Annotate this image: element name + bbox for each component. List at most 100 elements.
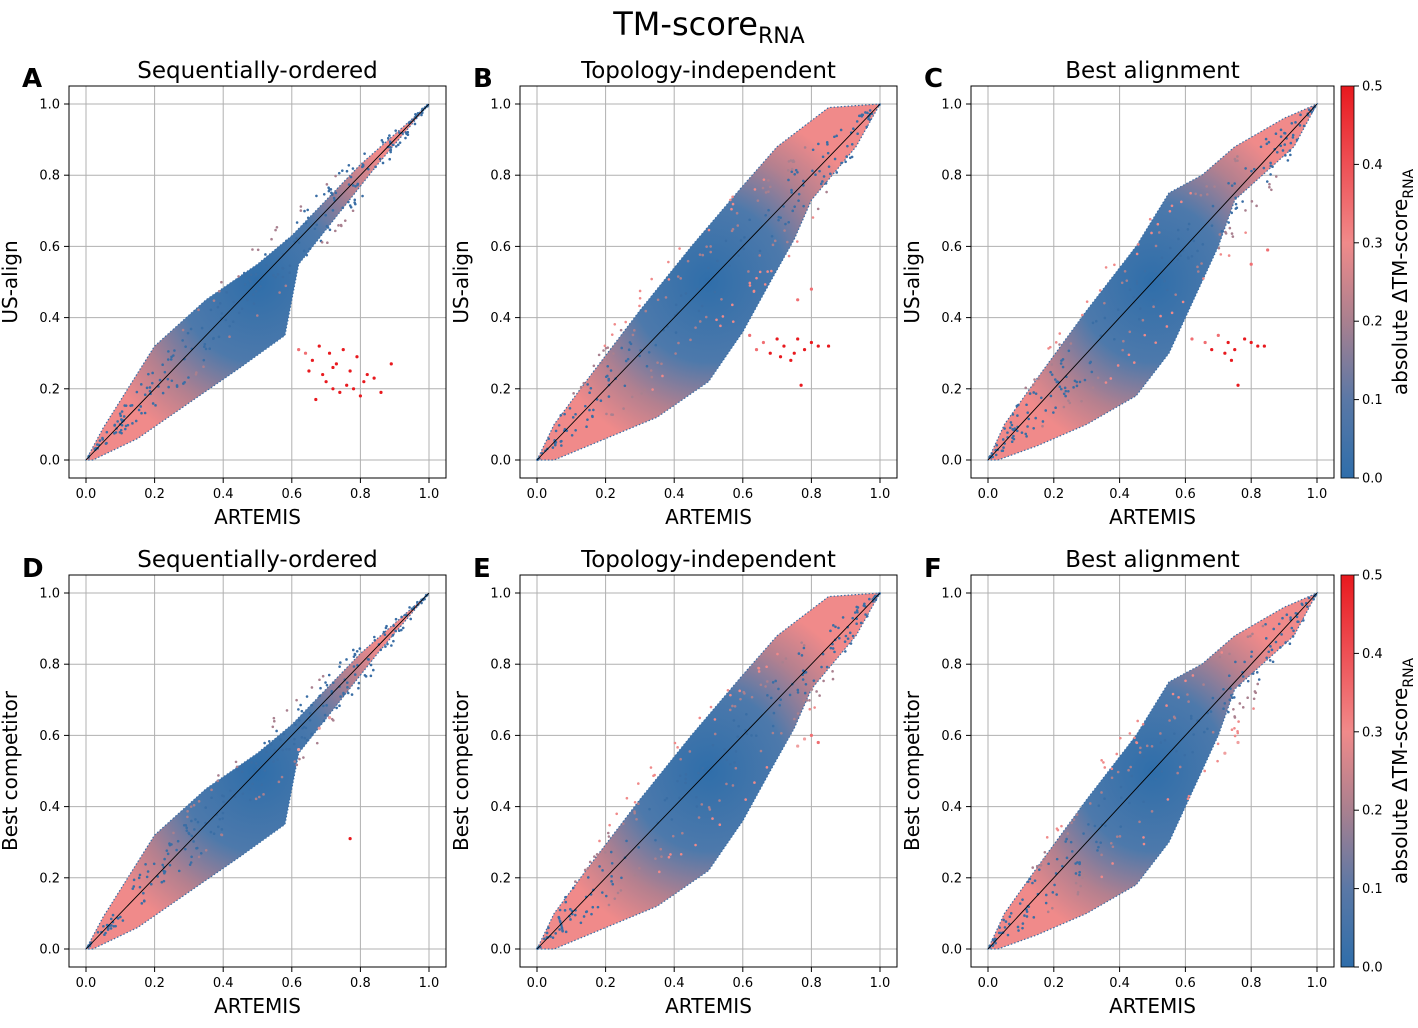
x-tick-label: 0.6 [1175, 487, 1196, 502]
scatter-point [803, 691, 807, 695]
scatter-point [1081, 876, 1084, 880]
scatter-point [794, 168, 798, 172]
outlier-point [338, 390, 342, 394]
scatter-point [607, 835, 611, 838]
scatter-point [1168, 246, 1172, 250]
scatter-point [759, 749, 763, 753]
scatter-point [357, 686, 360, 690]
scatter-point [1033, 879, 1037, 882]
scatter-point [767, 208, 770, 212]
scatter-point [275, 729, 278, 733]
scatter-point [659, 847, 663, 851]
scatter-point [299, 209, 303, 212]
scatter-point [558, 908, 562, 912]
scatter-point [1230, 211, 1233, 215]
scatter-point [754, 734, 758, 737]
y-tick-label: 1.0 [941, 587, 962, 602]
scatter-point [698, 716, 702, 720]
scatter-point [373, 635, 376, 639]
scatter-point [1194, 192, 1198, 196]
scatter-point [1064, 394, 1067, 398]
scatter-point [679, 852, 683, 856]
scatter-point [338, 665, 341, 668]
scatter-point [671, 834, 675, 838]
scatter-point [279, 738, 282, 741]
scatter-point [793, 205, 796, 208]
scatter-point [1135, 279, 1139, 283]
scatter-point [251, 293, 255, 296]
scatter-point [168, 863, 172, 867]
scatter-point [149, 882, 153, 886]
scatter-point [302, 249, 306, 253]
scatter-point [1183, 753, 1187, 757]
scatter-point [753, 781, 756, 784]
scatter-point [172, 354, 175, 357]
scatter-point [162, 869, 165, 873]
scatter-point [1138, 820, 1141, 824]
scatter-point [569, 918, 572, 921]
scatter-point [1259, 145, 1263, 149]
scatter-point [249, 273, 253, 277]
scatter-point [624, 320, 627, 324]
scatter-point [263, 741, 266, 745]
scatter-point [1111, 862, 1114, 865]
panel-letter: F [924, 554, 942, 584]
scatter-point [297, 719, 301, 722]
colorbar: 0.0 0.1 0.2 0.3 0.4 0.5 absolute ΔTM-scoreRNA [1340, 80, 1417, 487]
outlier-point [782, 344, 786, 348]
scatter-point [819, 182, 823, 186]
scatter-point [187, 376, 190, 379]
scatter-point [1288, 642, 1292, 646]
scatter-point [802, 179, 805, 183]
scatter-point [254, 273, 258, 276]
scatter-point [1244, 209, 1247, 212]
scatter-point [1264, 637, 1268, 640]
scatter-point [182, 382, 185, 385]
scatter-point [755, 276, 758, 280]
scatter-point [588, 391, 591, 395]
outlier-point [1223, 751, 1227, 755]
scatter-point [248, 798, 252, 802]
y-tick-label: 0.8 [39, 169, 60, 184]
scatter-point [1047, 862, 1050, 866]
scatter-point [800, 654, 804, 657]
scatter-point [1170, 204, 1174, 208]
scatter-point [216, 305, 220, 309]
scatter-point [1267, 650, 1271, 654]
scatter-point [190, 834, 194, 838]
scatter-point [175, 848, 178, 852]
y-tick-label: 0.0 [490, 943, 511, 958]
scatter-point [622, 407, 625, 410]
scatter-point [1032, 391, 1036, 394]
scatter-point [326, 226, 330, 229]
scatter-point [726, 688, 730, 692]
scatter-point [698, 320, 702, 323]
scatter-point [803, 146, 807, 149]
scatter-point [868, 597, 871, 601]
scatter-point [810, 688, 814, 691]
scatter-point [750, 734, 753, 737]
scatter-point [1082, 872, 1086, 875]
scatter-point [322, 704, 325, 708]
scatter-point [381, 141, 385, 144]
scatter-point [142, 891, 145, 895]
scatter-point [1110, 776, 1114, 780]
scatter-point [816, 207, 820, 211]
scatter-point [105, 441, 108, 445]
scatter-point [373, 639, 377, 642]
scatter-point [408, 606, 411, 609]
scatter-point [1187, 257, 1190, 260]
scatter-point [1015, 429, 1019, 433]
scatter-point [327, 189, 331, 193]
scatter-point [620, 346, 624, 350]
scatter-point [1103, 766, 1107, 769]
scatter-point [165, 849, 169, 852]
scatter-point [339, 695, 342, 698]
scatter-point [1100, 758, 1103, 762]
scatter-point [764, 213, 767, 217]
scatter-point [195, 846, 198, 850]
scatter-point [326, 241, 329, 245]
scatter-point [1060, 359, 1063, 362]
scatter-point [811, 148, 815, 152]
scatter-point [649, 369, 653, 372]
